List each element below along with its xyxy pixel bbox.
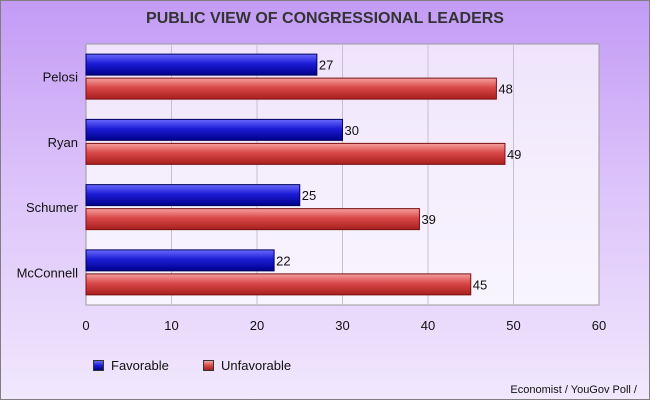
legend-item-favorable: Favorable — [93, 358, 169, 373]
chart-title: PUBLIC VIEW OF CONGRESSIONAL LEADERS — [146, 10, 504, 27]
y-category-label-ryan: Ryan — [48, 135, 78, 150]
bar-favorable-schumer — [85, 184, 301, 207]
x-tick-label-0: 0 — [82, 318, 89, 333]
x-tick-label-60: 60 — [592, 318, 606, 333]
y-category-label-schumer: Schumer — [26, 200, 79, 215]
x-tick-label-10: 10 — [164, 318, 178, 333]
bar-favorable-ryan — [85, 118, 343, 141]
data-label-favorable-mcconnell: 22 — [276, 253, 290, 268]
bar-favorable-mcconnell — [85, 249, 275, 272]
data-label-favorable-pelosi: 27 — [319, 58, 333, 73]
source-note: Economist / YouGov Poll / — [510, 384, 637, 396]
data-label-unfavorable-pelosi: 48 — [498, 82, 512, 97]
y-category-label-pelosi: Pelosi — [43, 70, 79, 85]
legend-item-unfavorable: Unfavorable — [203, 358, 291, 373]
data-label-unfavorable-schumer: 39 — [421, 212, 435, 227]
data-label-favorable-ryan: 30 — [345, 123, 359, 138]
legend-label-favorable: Favorable — [111, 358, 169, 373]
x-tick-label-50: 50 — [506, 318, 520, 333]
legend-label-unfavorable: Unfavorable — [221, 358, 292, 373]
data-label-unfavorable-mcconnell: 45 — [473, 277, 487, 292]
data-label-unfavorable-ryan: 49 — [507, 147, 521, 162]
bar-favorable-pelosi — [85, 53, 318, 76]
x-tick-label-40: 40 — [421, 318, 435, 333]
data-label-favorable-schumer: 25 — [302, 188, 316, 203]
bar-unfavorable-schumer — [85, 208, 420, 231]
y-category-label-mcconnell: McConnell — [17, 265, 79, 280]
x-tick-label-20: 20 — [250, 318, 264, 333]
legend-swatch-unfavorable — [203, 360, 214, 371]
x-tick-label-30: 30 — [335, 318, 349, 333]
bar-unfavorable-ryan — [85, 142, 506, 165]
bar-unfavorable-pelosi — [85, 77, 497, 100]
bar-unfavorable-mcconnell — [85, 273, 472, 296]
legend-swatch-favorable — [93, 360, 104, 371]
